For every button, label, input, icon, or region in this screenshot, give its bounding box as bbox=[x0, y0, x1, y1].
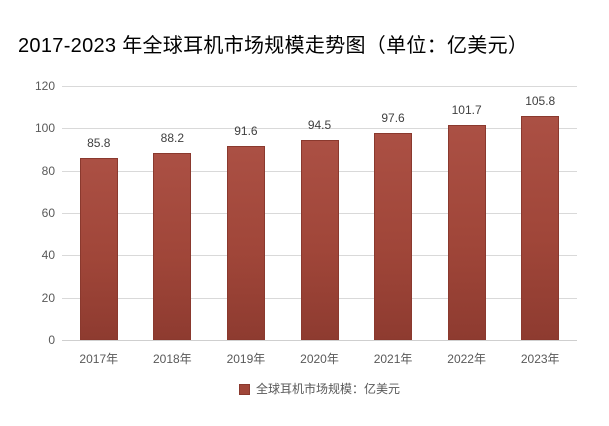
bar-value-label: 101.7 bbox=[451, 102, 482, 117]
y-axis-tick-label: 100 bbox=[34, 121, 55, 136]
y-axis-tick-label: 0 bbox=[48, 333, 55, 347]
x-axis-label: 2019年 bbox=[226, 352, 266, 366]
bar bbox=[226, 146, 265, 340]
y-gridline bbox=[62, 128, 577, 130]
bar bbox=[79, 158, 118, 340]
bar-value-label: 105.8 bbox=[525, 94, 556, 109]
x-axis-label: 2020年 bbox=[300, 352, 339, 366]
x-axis-label: 2021年 bbox=[373, 352, 413, 366]
bar-value-label: 88.2 bbox=[160, 131, 185, 146]
x-axis-label: 2017年 bbox=[79, 352, 119, 366]
bar-value-label: 94.5 bbox=[307, 117, 332, 132]
bar bbox=[374, 133, 413, 340]
bar bbox=[300, 139, 339, 340]
y-axis-tick-label: 80 bbox=[41, 163, 55, 178]
bar bbox=[447, 124, 486, 340]
y-axis-tick-label: 60 bbox=[41, 206, 55, 220]
bar-value-label: 97.6 bbox=[381, 111, 405, 126]
legend: 全球耳机市场规模：亿美元 bbox=[62, 381, 577, 397]
chart-title: 2017-2023 年全球耳机市场规模走势图（单位：亿美元） bbox=[18, 35, 529, 57]
bar-value-label: 91.6 bbox=[234, 124, 258, 139]
y-axis-tick-label: 20 bbox=[41, 290, 55, 305]
x-axis-label: 2022年 bbox=[447, 352, 486, 366]
y-gridline bbox=[62, 86, 577, 87]
x-axis-line bbox=[62, 340, 577, 341]
bar-value-label: 85.8 bbox=[87, 136, 111, 151]
bar bbox=[521, 116, 560, 340]
x-axis-label: 2018年 bbox=[152, 352, 192, 366]
bar bbox=[153, 153, 192, 340]
legend-label: 全球耳机市场规模：亿美元 bbox=[255, 382, 400, 396]
legend-swatch-icon bbox=[238, 383, 250, 395]
y-axis-tick-label: 40 bbox=[41, 248, 55, 263]
y-axis-tick-label: 120 bbox=[34, 79, 55, 93]
x-axis-label: 2023年 bbox=[520, 352, 560, 366]
